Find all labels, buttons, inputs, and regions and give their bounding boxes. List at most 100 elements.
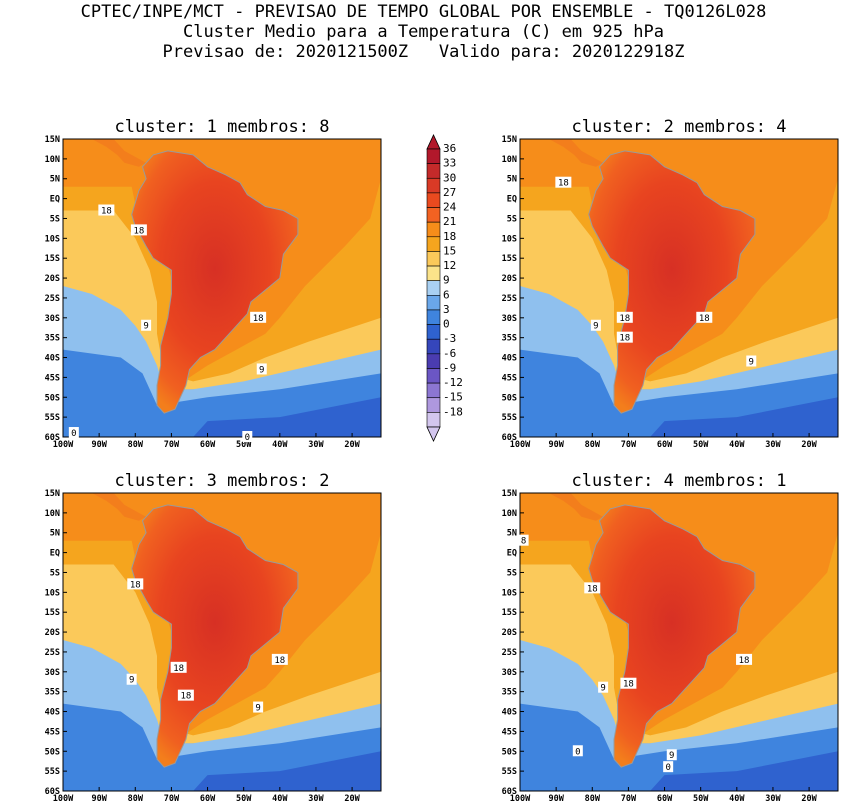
panel-frame xyxy=(62,138,382,438)
lat-tick-label: 5S xyxy=(50,214,60,224)
dark-blue-band xyxy=(650,751,838,791)
dark-blue-band xyxy=(193,751,381,791)
lat-tick-label: 10N xyxy=(45,155,60,165)
lat-tick-label: 25S xyxy=(45,648,60,658)
lat-tick-label: 50S xyxy=(45,747,60,757)
contour-label: 9 xyxy=(746,355,757,368)
contour-label: 9 xyxy=(666,749,677,761)
svg-text:0: 0 xyxy=(665,763,670,773)
lat-tick-label: 15S xyxy=(502,608,517,618)
lat-tick-label: 5S xyxy=(507,214,517,224)
colorbar-swatch xyxy=(426,192,441,208)
colorbar-label: 36 xyxy=(443,142,456,155)
lat-tick-label: EQ xyxy=(507,195,517,205)
svg-text:18: 18 xyxy=(619,314,630,324)
lat-tick-label: 55S xyxy=(502,767,517,777)
svg-text:18: 18 xyxy=(253,314,264,324)
lat-tick-label: 55S xyxy=(502,413,517,423)
lat-tick-label: 60S xyxy=(502,433,517,443)
lat-tick-label: 10S xyxy=(45,588,60,598)
lat-tick-label: 40S xyxy=(502,354,517,364)
lat-tick-label: 30S xyxy=(45,668,60,678)
lat-tick-label: 45S xyxy=(45,727,60,737)
lon-tick-label: 40W xyxy=(729,440,745,450)
lat-tick-label: 5S xyxy=(50,568,60,578)
colorbar-label: -9 xyxy=(443,361,456,374)
colorbar-swatch xyxy=(426,382,441,399)
lon-tick-label: 50W xyxy=(236,440,252,450)
contour-label: 9 xyxy=(141,319,152,332)
svg-text:0: 0 xyxy=(71,429,76,439)
colorbar-swatch xyxy=(426,368,441,384)
lon-tick-label: 70W xyxy=(164,440,180,450)
lon-tick-label: 60W xyxy=(200,440,216,450)
map-title-line-3: Previsao de: 2020121500Z Valido para: 20… xyxy=(162,42,685,62)
lat-tick-label: 50S xyxy=(45,393,60,403)
colorbar-label: 33 xyxy=(443,157,456,170)
lat-tick-label: 50S xyxy=(502,393,517,403)
contour-label: 18 xyxy=(616,311,633,324)
lat-tick-label: EQ xyxy=(50,549,60,559)
temperature-field xyxy=(63,139,381,437)
lon-tick-label: 90W xyxy=(548,440,564,450)
svg-text:18: 18 xyxy=(623,680,634,690)
colorbar-swatch xyxy=(426,221,441,238)
temperature-field xyxy=(63,493,381,791)
lat-tick-label: 35S xyxy=(45,688,60,698)
svg-text:9: 9 xyxy=(600,684,605,694)
svg-text:0: 0 xyxy=(575,747,580,757)
contour-label: 9 xyxy=(253,701,264,714)
lat-tick-label: 15N xyxy=(502,135,517,145)
svg-text:18: 18 xyxy=(587,584,598,594)
colorbar-swatch xyxy=(426,353,441,369)
map-panel-2: cluster: 2 membros: 4 15N 10N 5N EQ 5S 10S 15S 2… xyxy=(502,117,839,450)
contour-label: 18 xyxy=(736,653,753,666)
colorbar-label: -18 xyxy=(443,405,463,418)
lon-tick-label: 90W xyxy=(91,794,107,803)
svg-text:18: 18 xyxy=(130,580,141,590)
svg-text:18: 18 xyxy=(180,692,191,702)
temperature-field xyxy=(520,139,838,437)
svg-text:9: 9 xyxy=(255,704,260,714)
svg-text:9: 9 xyxy=(129,676,134,686)
lon-tick-label: 40W xyxy=(272,794,288,803)
colorbar-swatch xyxy=(426,412,441,428)
colorbar-label: 24 xyxy=(443,201,457,214)
lat-tick-label: 15S xyxy=(45,254,60,264)
contour-label: 9 xyxy=(598,681,609,694)
colorbar-bottom-arrow xyxy=(426,426,441,442)
lat-tick-label: 30S xyxy=(502,668,517,678)
lon-tick-label: 30W xyxy=(308,440,324,450)
lat-tick-label: 10N xyxy=(502,509,517,519)
colorbar-swatch xyxy=(426,177,441,194)
panel-frame xyxy=(519,138,839,438)
lon-tick-label: 100W xyxy=(53,794,74,803)
lat-tick-label: 25S xyxy=(502,294,517,304)
lon-tick-label: 70W xyxy=(621,794,637,803)
contour-label: 18 xyxy=(127,578,144,590)
colorbar-swatch xyxy=(426,309,441,325)
panel-frame xyxy=(62,492,382,792)
lat-tick-label: 5N xyxy=(507,175,517,185)
colorbar-label: 6 xyxy=(443,288,450,301)
lat-tick-label: 10N xyxy=(45,509,60,519)
contour-label: 18 xyxy=(696,311,713,324)
temperature-field xyxy=(520,493,838,791)
lat-tick-label: 60S xyxy=(502,787,517,797)
lat-tick-label: 40S xyxy=(45,708,60,718)
lon-tick-label: 60W xyxy=(657,794,673,803)
dark-blue-band xyxy=(650,397,838,437)
svg-text:18: 18 xyxy=(133,226,144,236)
contour-label: 18 xyxy=(130,224,147,236)
lon-tick-label: 20W xyxy=(344,440,360,450)
panel-title: cluster: 3 membros: 2 xyxy=(115,471,330,491)
colorbar-label: -12 xyxy=(443,376,463,389)
lat-tick-label: 45S xyxy=(502,727,517,737)
lon-tick-label: 80W xyxy=(585,794,601,803)
lat-tick-label: 5N xyxy=(50,529,60,539)
contour-label: 9 xyxy=(126,673,137,686)
colorbar-swatch xyxy=(426,338,441,355)
lat-tick-label: 20S xyxy=(45,274,60,284)
contour-label: 18 xyxy=(584,582,601,594)
